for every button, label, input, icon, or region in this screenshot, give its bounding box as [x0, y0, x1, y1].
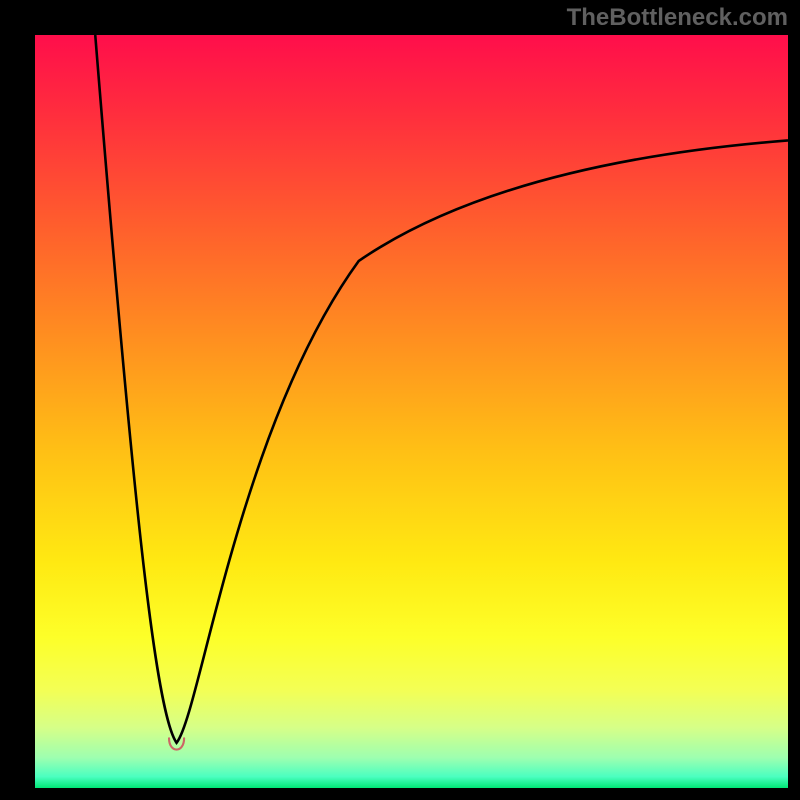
plot-area	[35, 35, 788, 788]
watermark-text: TheBottleneck.com	[567, 4, 788, 32]
chart-svg	[35, 35, 788, 788]
bottleneck-curve	[95, 35, 788, 743]
